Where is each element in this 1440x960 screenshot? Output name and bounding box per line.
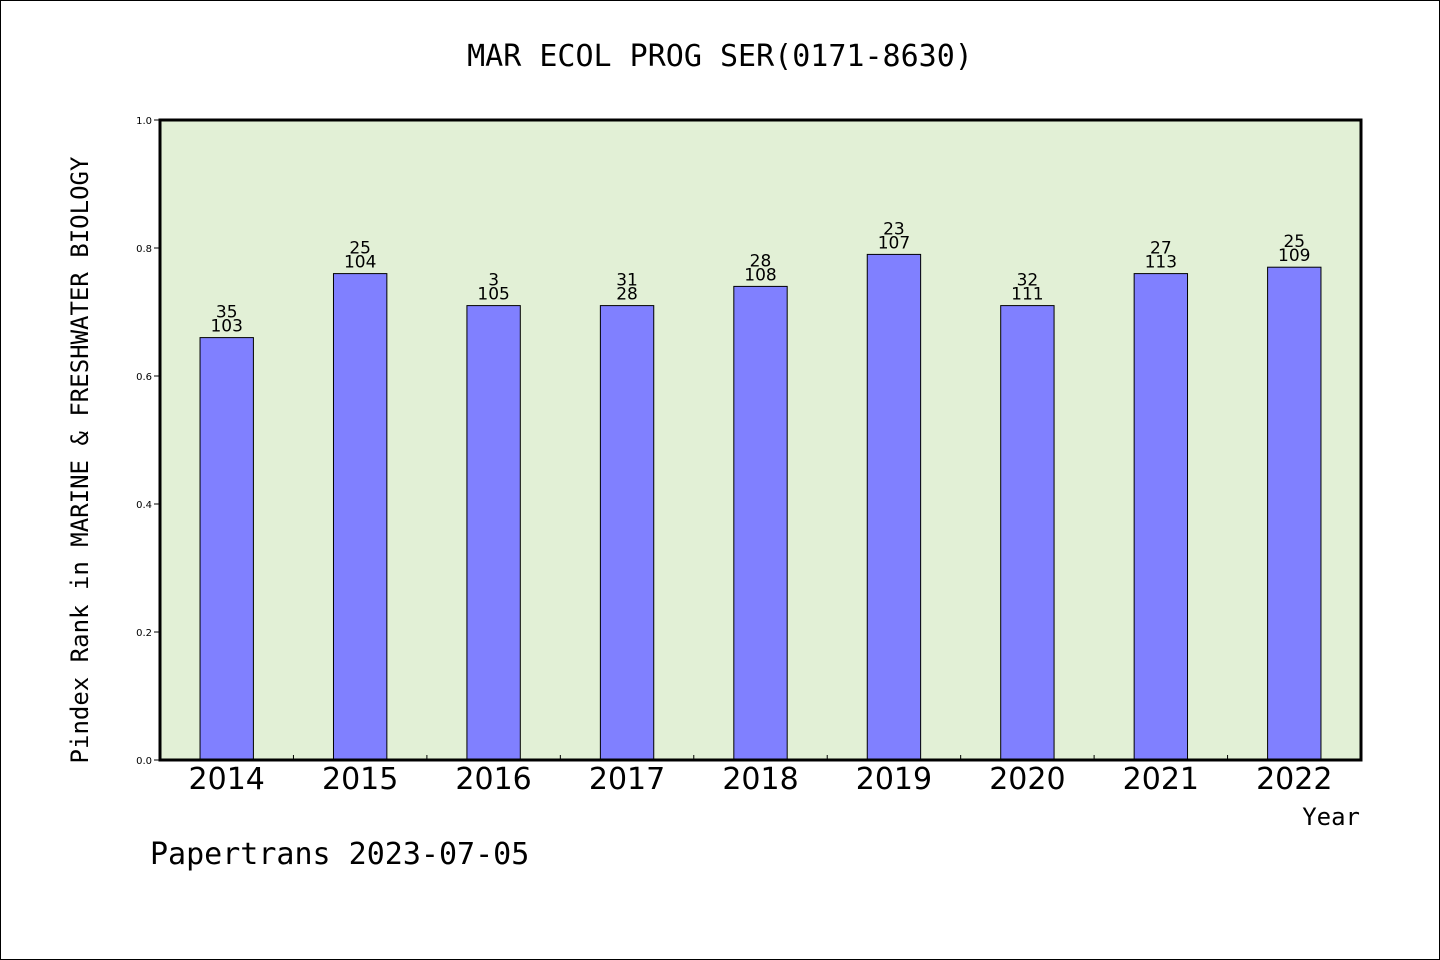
bar-label-top-2019: 23 [883, 219, 905, 239]
bar-label-top-2017: 31 [616, 271, 638, 291]
bar-label-bottom-2021: 113 [1145, 253, 1177, 273]
bar-label-bottom-2022: 109 [1278, 246, 1310, 266]
x-tick-label-2019: 2019 [856, 762, 932, 797]
bar-label-top-2015: 25 [349, 239, 371, 259]
plot-border [158, 118, 1363, 762]
x-tick-label-2020: 2020 [989, 762, 1065, 797]
bar-label-top-2016: 3 [488, 271, 499, 291]
bar-label-top-2014: 35 [216, 303, 238, 323]
bar-2022 [1267, 266, 1322, 761]
x-tick-label-2022: 2022 [1256, 762, 1332, 797]
bar-2014 [199, 337, 254, 761]
bar-label-bottom-2016: 105 [477, 285, 509, 305]
bar-2019 [866, 253, 922, 761]
bar-label-top-2021: 27 [1150, 239, 1172, 259]
x-axis-label: Year [1302, 803, 1360, 831]
y-axis-ticks: 0.0 0.2 0.4 0.6 0.8 1.0 [136, 116, 160, 767]
y-tick-label-0.6: 0.6 [136, 372, 152, 383]
bar-label-bottom-2017: 28 [616, 285, 638, 305]
bar-2020 [1000, 305, 1055, 761]
bar-2016 [466, 305, 521, 761]
x-tick-label-2017: 2017 [589, 762, 665, 797]
x-tick-label-2015: 2015 [322, 762, 398, 797]
y-tick-label-0.2: 0.2 [136, 628, 152, 639]
bar-2021 [1133, 273, 1189, 761]
bar-label-bottom-2020: 111 [1011, 285, 1043, 305]
bars-group: 3510325104310531282810823107321112711325… [199, 219, 1322, 761]
bar-2017 [599, 305, 655, 761]
bar-2018 [733, 285, 788, 761]
bar-label-bottom-2014: 103 [210, 317, 242, 337]
bar-label-top-2022: 25 [1283, 232, 1305, 252]
x-tick-label-2016: 2016 [455, 762, 531, 797]
bar-label-top-2018: 28 [750, 251, 772, 271]
x-tick-label-2014: 2014 [189, 762, 265, 797]
x-tick-label-2021: 2021 [1123, 762, 1199, 797]
bar-label-top-2020: 32 [1017, 271, 1039, 291]
y-tick-label-0.0: 0.0 [136, 756, 152, 767]
y-tick-label-0.8: 0.8 [136, 244, 152, 255]
credit-text: Papertrans 2023-07-05 [150, 837, 529, 872]
y-tick-label-1.0: 1.0 [136, 116, 152, 127]
chart-title: MAR ECOL PROG SER(0171-8630) [467, 39, 973, 74]
bar-label-bottom-2018: 108 [744, 265, 776, 285]
y-axis-label: Pindex Rank in MARINE & FRESHWATER BIOLO… [66, 156, 94, 763]
bar-2015 [332, 273, 388, 761]
y-tick-label-0.4: 0.4 [136, 500, 152, 511]
bar-label-bottom-2015: 104 [344, 253, 376, 273]
x-axis-ticks: 2014 2015 2016 2017 2018 2019 2020 2021 2022 [189, 755, 1332, 797]
x-tick-label-2018: 2018 [722, 762, 798, 797]
bar-label-bottom-2019: 107 [878, 233, 910, 253]
